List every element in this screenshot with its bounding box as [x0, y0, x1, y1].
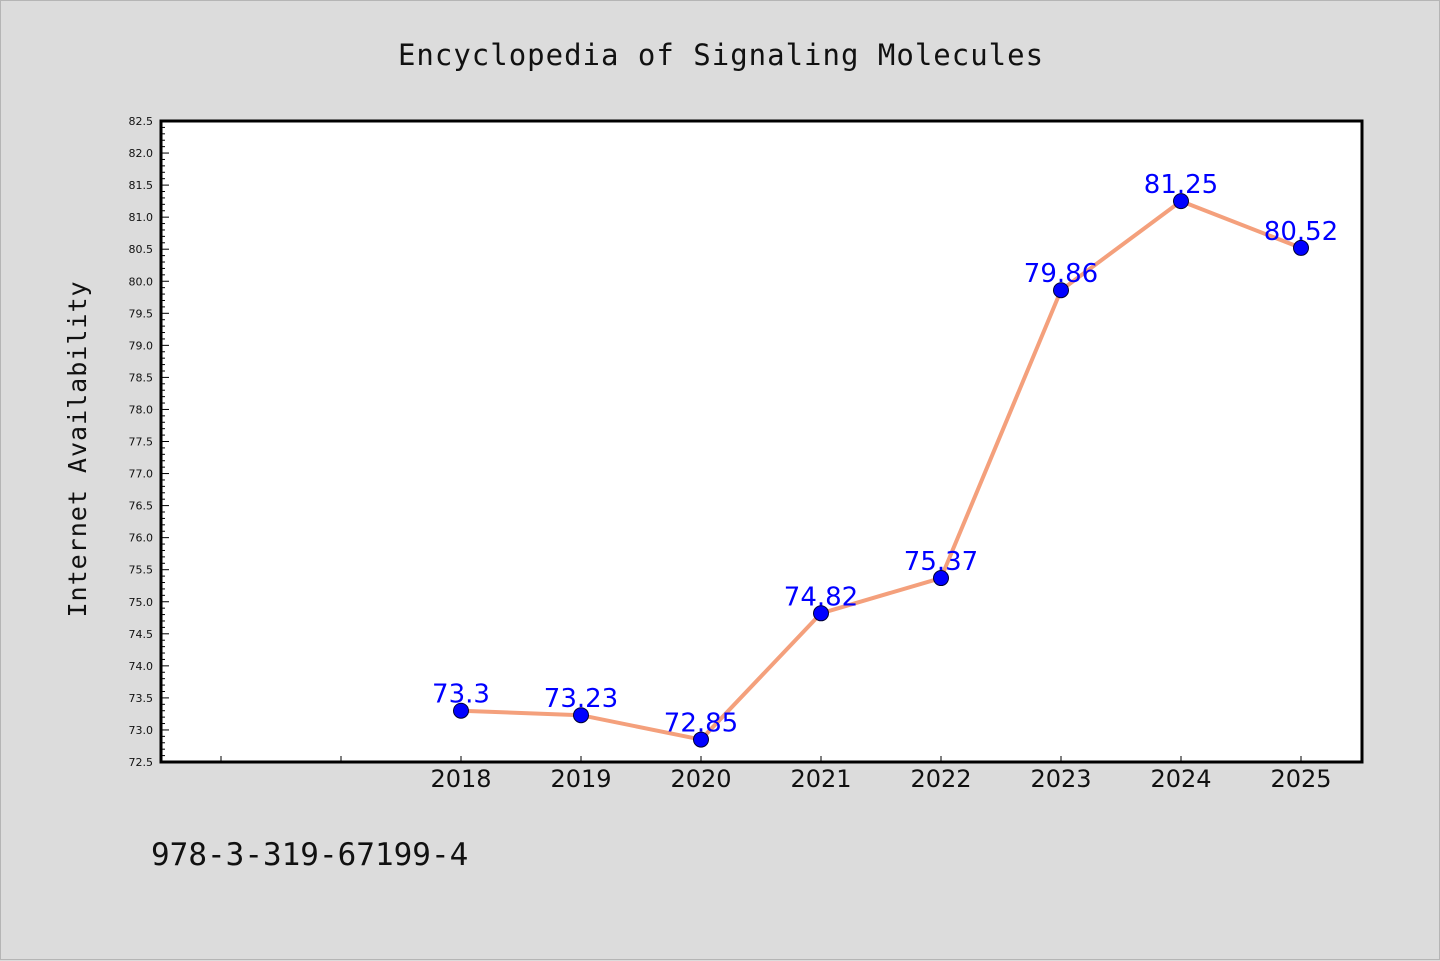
y-tick-label: 78.0: [129, 403, 154, 416]
y-tick-label: 74.0: [129, 660, 154, 673]
y-tick-label: 72.5: [129, 756, 154, 769]
isbn-footnote: 978-3-319-67199-4: [151, 837, 468, 873]
x-tick-label: 2020: [670, 765, 731, 793]
series-line: [460, 199, 1302, 742]
y-tick-label: 75.0: [129, 596, 154, 609]
y-tick-label: 77.5: [129, 436, 154, 449]
data-point: [1293, 239, 1309, 256]
y-axis-ticks: 72.5 73.0 73.5 74.0 74.5 75.0 75.5 76.0 76.5 77.0…: [129, 115, 169, 769]
y-tick-label: 76.5: [129, 500, 154, 513]
y-tick-label: 76.0: [129, 532, 154, 545]
data-label: 73.23: [544, 684, 618, 714]
data-label: 81.25: [1144, 170, 1218, 200]
data-point: [813, 605, 829, 622]
y-tick-label: 79.0: [129, 339, 154, 352]
y-tick-label: 82.5: [129, 115, 154, 128]
y-tick-label: 73.5: [129, 692, 154, 705]
y-tick-label: 73.0: [129, 724, 154, 737]
data-label: 80.52: [1264, 217, 1338, 247]
x-tick-label: 2019: [550, 765, 611, 793]
y-tick-label: 81.0: [129, 211, 154, 224]
y-tick-label: 74.5: [129, 628, 154, 641]
x-tick-label: 2025: [1270, 765, 1331, 793]
y-tick-label: 78.5: [129, 371, 154, 384]
x-tick-label: 2024: [1150, 765, 1211, 793]
x-tick-label: 2023: [1030, 765, 1091, 793]
data-point: [693, 731, 709, 748]
y-axis-label: Internet Availability: [63, 280, 92, 617]
plot-area: [159, 119, 1364, 764]
data-label: 74.82: [784, 582, 858, 612]
x-tick-label: 2018: [430, 765, 491, 793]
data-label: 75.37: [904, 547, 978, 577]
data-point: [453, 702, 469, 719]
x-tick-label: 2021: [790, 765, 851, 793]
data-label: 73.3: [432, 680, 490, 710]
data-point: [1173, 193, 1189, 210]
y-tick-label: 75.5: [129, 564, 154, 577]
y-tick-label: 79.5: [129, 307, 154, 320]
x-axis-ticks: 2018 2019 2020 2021 2022 2023 2024 2025: [220, 756, 1332, 793]
chart-title: Encyclopedia of Signaling Molecules: [398, 38, 1044, 72]
data-point: [573, 707, 589, 724]
y-tick-label: 80.0: [129, 275, 154, 288]
y-tick-label: 82.0: [129, 147, 154, 160]
data-point: [933, 570, 949, 587]
x-tick-label: 2022: [910, 765, 971, 793]
y-tick-label: 81.5: [129, 179, 154, 192]
y-tick-label: 80.5: [129, 243, 154, 256]
series-layer: 73.3 73.23 72.85 74.82 75.37 79.86 81.25 80.52: [432, 170, 1338, 748]
data-point: [1053, 282, 1069, 299]
y-tick-label: 77.0: [129, 468, 154, 481]
data-label: 79.86: [1024, 259, 1098, 289]
data-label: 72.85: [664, 709, 738, 739]
